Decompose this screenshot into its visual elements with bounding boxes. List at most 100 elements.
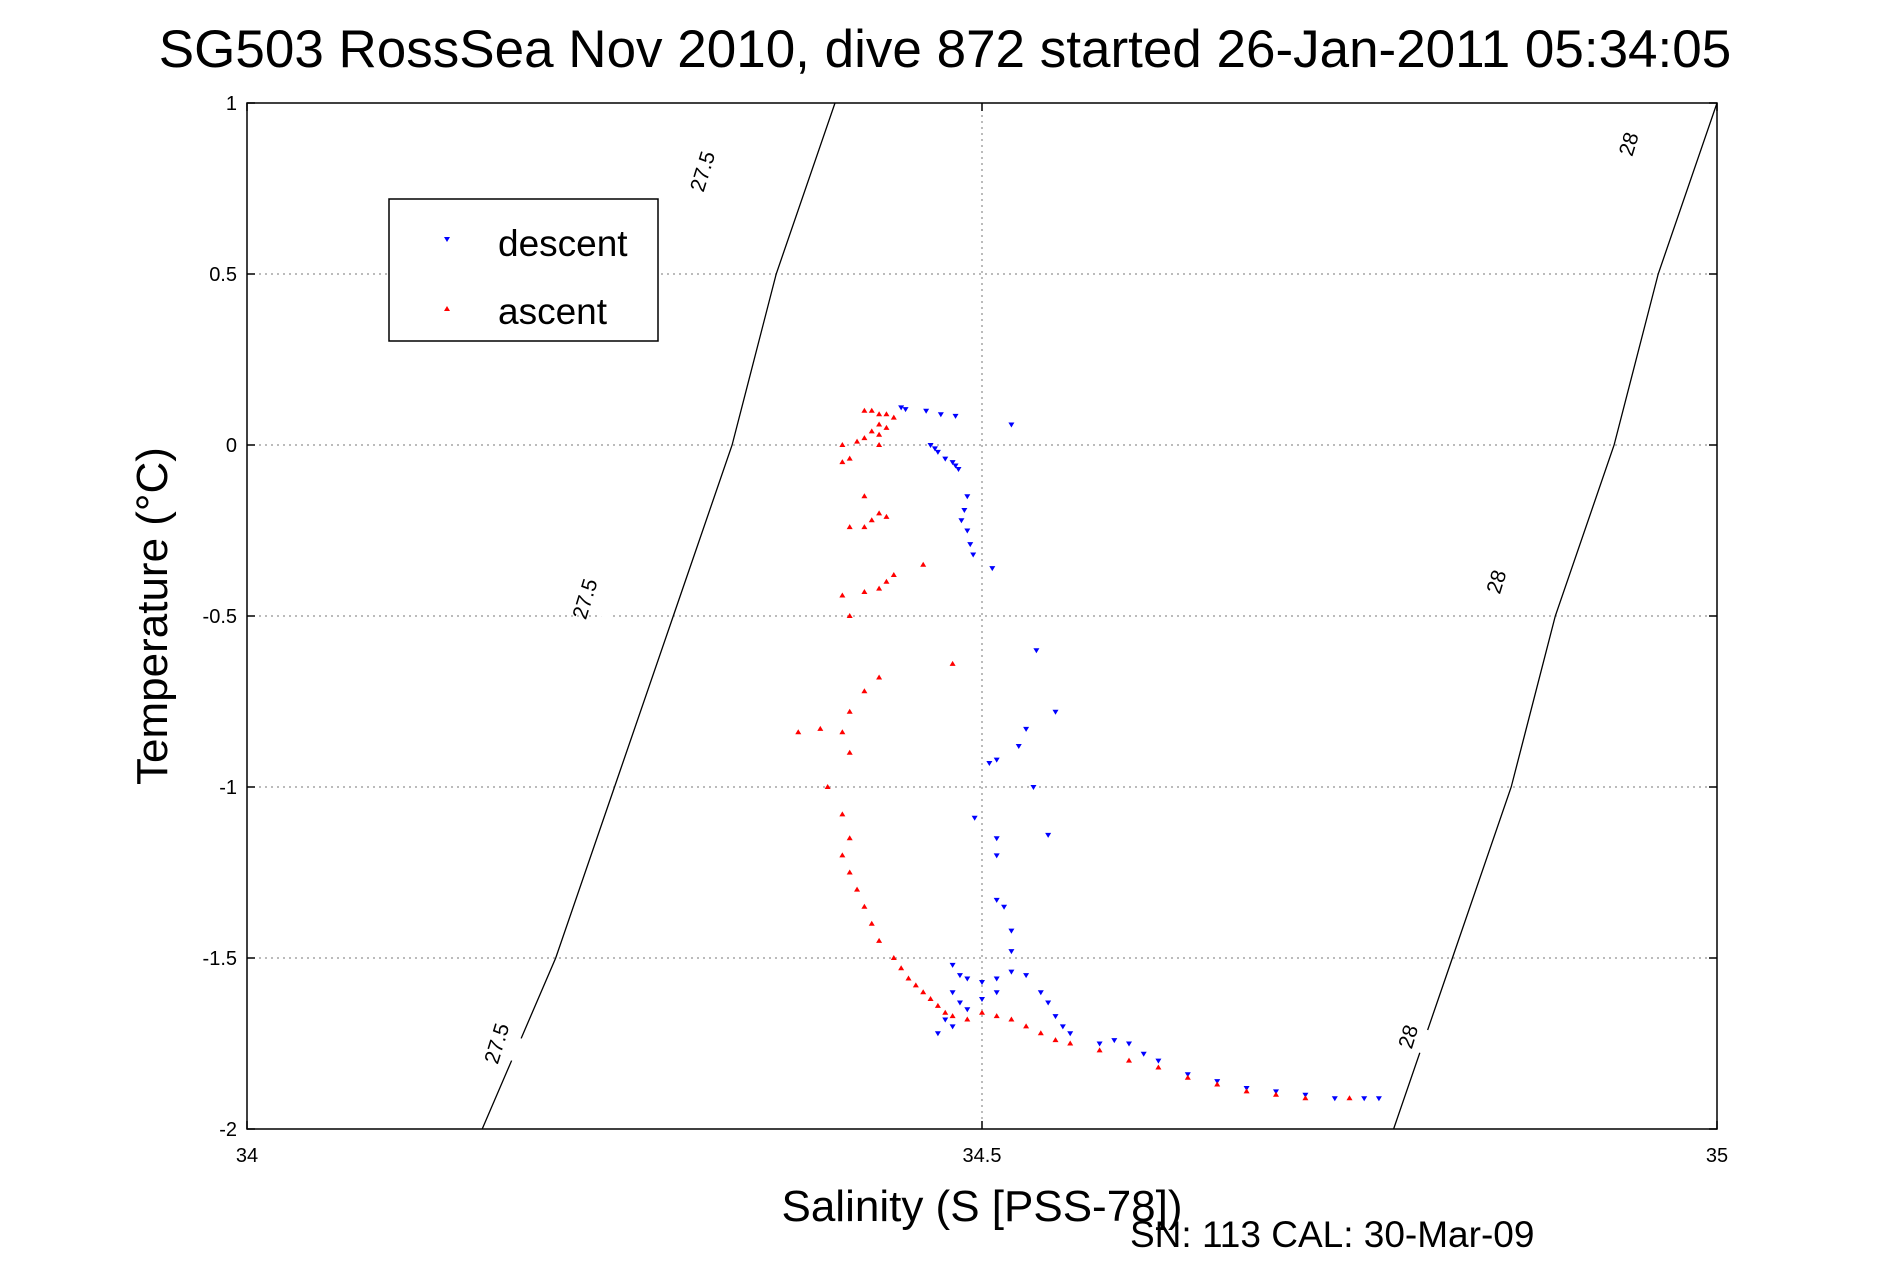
descent-point bbox=[1361, 1096, 1368, 1102]
ascent-point bbox=[876, 442, 883, 447]
descent-point bbox=[1008, 422, 1015, 428]
legend-ascent-label: ascent bbox=[498, 291, 608, 332]
ascent-point bbox=[920, 561, 927, 567]
ascent-point bbox=[846, 749, 853, 755]
descent-point bbox=[1375, 1096, 1382, 1102]
descent-point bbox=[970, 552, 977, 558]
calibration-footer: SN: 113 CAL: 30-Mar-09 bbox=[1130, 1214, 1534, 1255]
legend-descent-label: descent bbox=[498, 223, 628, 264]
ascent-point bbox=[817, 725, 824, 731]
descent-point bbox=[1045, 1000, 1052, 1006]
ascent-point bbox=[876, 510, 883, 516]
ascent-point bbox=[1096, 1047, 1103, 1053]
ascent-point bbox=[854, 886, 861, 892]
descent-point bbox=[927, 443, 934, 448]
ascent-point bbox=[824, 784, 831, 789]
descent-point bbox=[964, 1007, 971, 1013]
ascent-point bbox=[1184, 1074, 1191, 1080]
contour-label-gap bbox=[1378, 1016, 1439, 1057]
ascent-point bbox=[839, 459, 846, 465]
x-tick-label: 34.5 bbox=[963, 1145, 1002, 1167]
density-contour-line bbox=[481, 102, 836, 1130]
descent-point bbox=[942, 456, 949, 462]
ascent-point bbox=[876, 411, 883, 417]
descent-point bbox=[1155, 1058, 1162, 1064]
descent-point bbox=[949, 1024, 956, 1030]
descent-point bbox=[1023, 726, 1030, 732]
descent-point bbox=[931, 446, 938, 452]
y-tick-label: 0.5 bbox=[209, 264, 237, 286]
descent-point bbox=[964, 494, 971, 500]
ascent-point bbox=[1346, 1095, 1353, 1101]
ascent-point bbox=[883, 424, 890, 430]
ascent-point bbox=[920, 989, 927, 995]
ascent-point bbox=[846, 524, 853, 530]
contour-label-gap bbox=[554, 579, 616, 619]
ascent-point bbox=[876, 937, 883, 943]
descent-point bbox=[956, 1000, 963, 1006]
ascent-point bbox=[1214, 1081, 1221, 1087]
ascent-point bbox=[934, 1002, 941, 1008]
contour-label-gap bbox=[672, 151, 733, 192]
y-tick-label: -2 bbox=[219, 1119, 237, 1141]
legend-ascent-marker bbox=[444, 306, 450, 311]
ascent-point bbox=[839, 852, 846, 858]
descent-point bbox=[898, 405, 905, 411]
data-points bbox=[795, 405, 1382, 1102]
ascent-point bbox=[949, 660, 956, 666]
descent-point bbox=[971, 815, 978, 821]
ascent-point bbox=[1302, 1095, 1309, 1101]
ascent-point bbox=[876, 674, 883, 680]
ascent-point bbox=[876, 585, 883, 591]
descent-point bbox=[1023, 973, 1030, 979]
descent-point bbox=[949, 460, 956, 466]
descent-point bbox=[961, 507, 968, 513]
ascent-point bbox=[876, 421, 883, 427]
descent-point bbox=[979, 979, 985, 985]
ascent-point bbox=[883, 578, 890, 584]
ascent-point bbox=[964, 1016, 971, 1022]
ascent-point bbox=[868, 407, 875, 413]
ascent-point bbox=[942, 1009, 949, 1015]
ascent-point bbox=[846, 869, 853, 875]
ascent-point bbox=[839, 442, 846, 447]
x-tick-label: 34 bbox=[236, 1145, 258, 1167]
ascent-point bbox=[1155, 1064, 1162, 1070]
ascent-point bbox=[861, 688, 868, 694]
descent-point bbox=[942, 1017, 949, 1023]
descent-point bbox=[1045, 832, 1052, 838]
contour-label-gap bbox=[1466, 562, 1527, 602]
descent-point bbox=[993, 990, 1000, 996]
descent-point bbox=[956, 973, 963, 979]
legend: descent ascent bbox=[388, 198, 659, 342]
descent-point bbox=[949, 990, 956, 996]
ascent-point bbox=[1273, 1091, 1279, 1097]
descent-point bbox=[993, 757, 1000, 763]
x-tick-label: 35 bbox=[1706, 1145, 1728, 1167]
ascent-point bbox=[993, 1013, 1000, 1019]
descent-point bbox=[934, 1031, 941, 1037]
ascent-point bbox=[1023, 1023, 1030, 1029]
descent-point bbox=[989, 566, 996, 572]
descent-point bbox=[1052, 1014, 1059, 1020]
x-axis-title: Salinity (S [PSS-78]) bbox=[781, 1182, 1182, 1231]
ascent-point bbox=[883, 411, 890, 417]
descent-point bbox=[934, 449, 941, 455]
descent-point bbox=[937, 412, 944, 418]
descent-point bbox=[1067, 1031, 1074, 1037]
descent-point bbox=[964, 528, 971, 534]
ascent-point bbox=[846, 613, 853, 618]
y-tick-label: -0.5 bbox=[203, 606, 237, 628]
ascent-point bbox=[854, 438, 861, 444]
y-axis-title: Temperature (°C) bbox=[128, 447, 177, 785]
ascent-point bbox=[1037, 1030, 1044, 1036]
ascent-point bbox=[905, 975, 912, 981]
grid bbox=[247, 103, 1717, 1129]
ascent-point bbox=[883, 513, 890, 519]
descent-point bbox=[958, 518, 965, 524]
ascent-point bbox=[839, 592, 846, 598]
descent-point bbox=[1111, 1038, 1118, 1044]
ascent-point bbox=[861, 493, 868, 499]
